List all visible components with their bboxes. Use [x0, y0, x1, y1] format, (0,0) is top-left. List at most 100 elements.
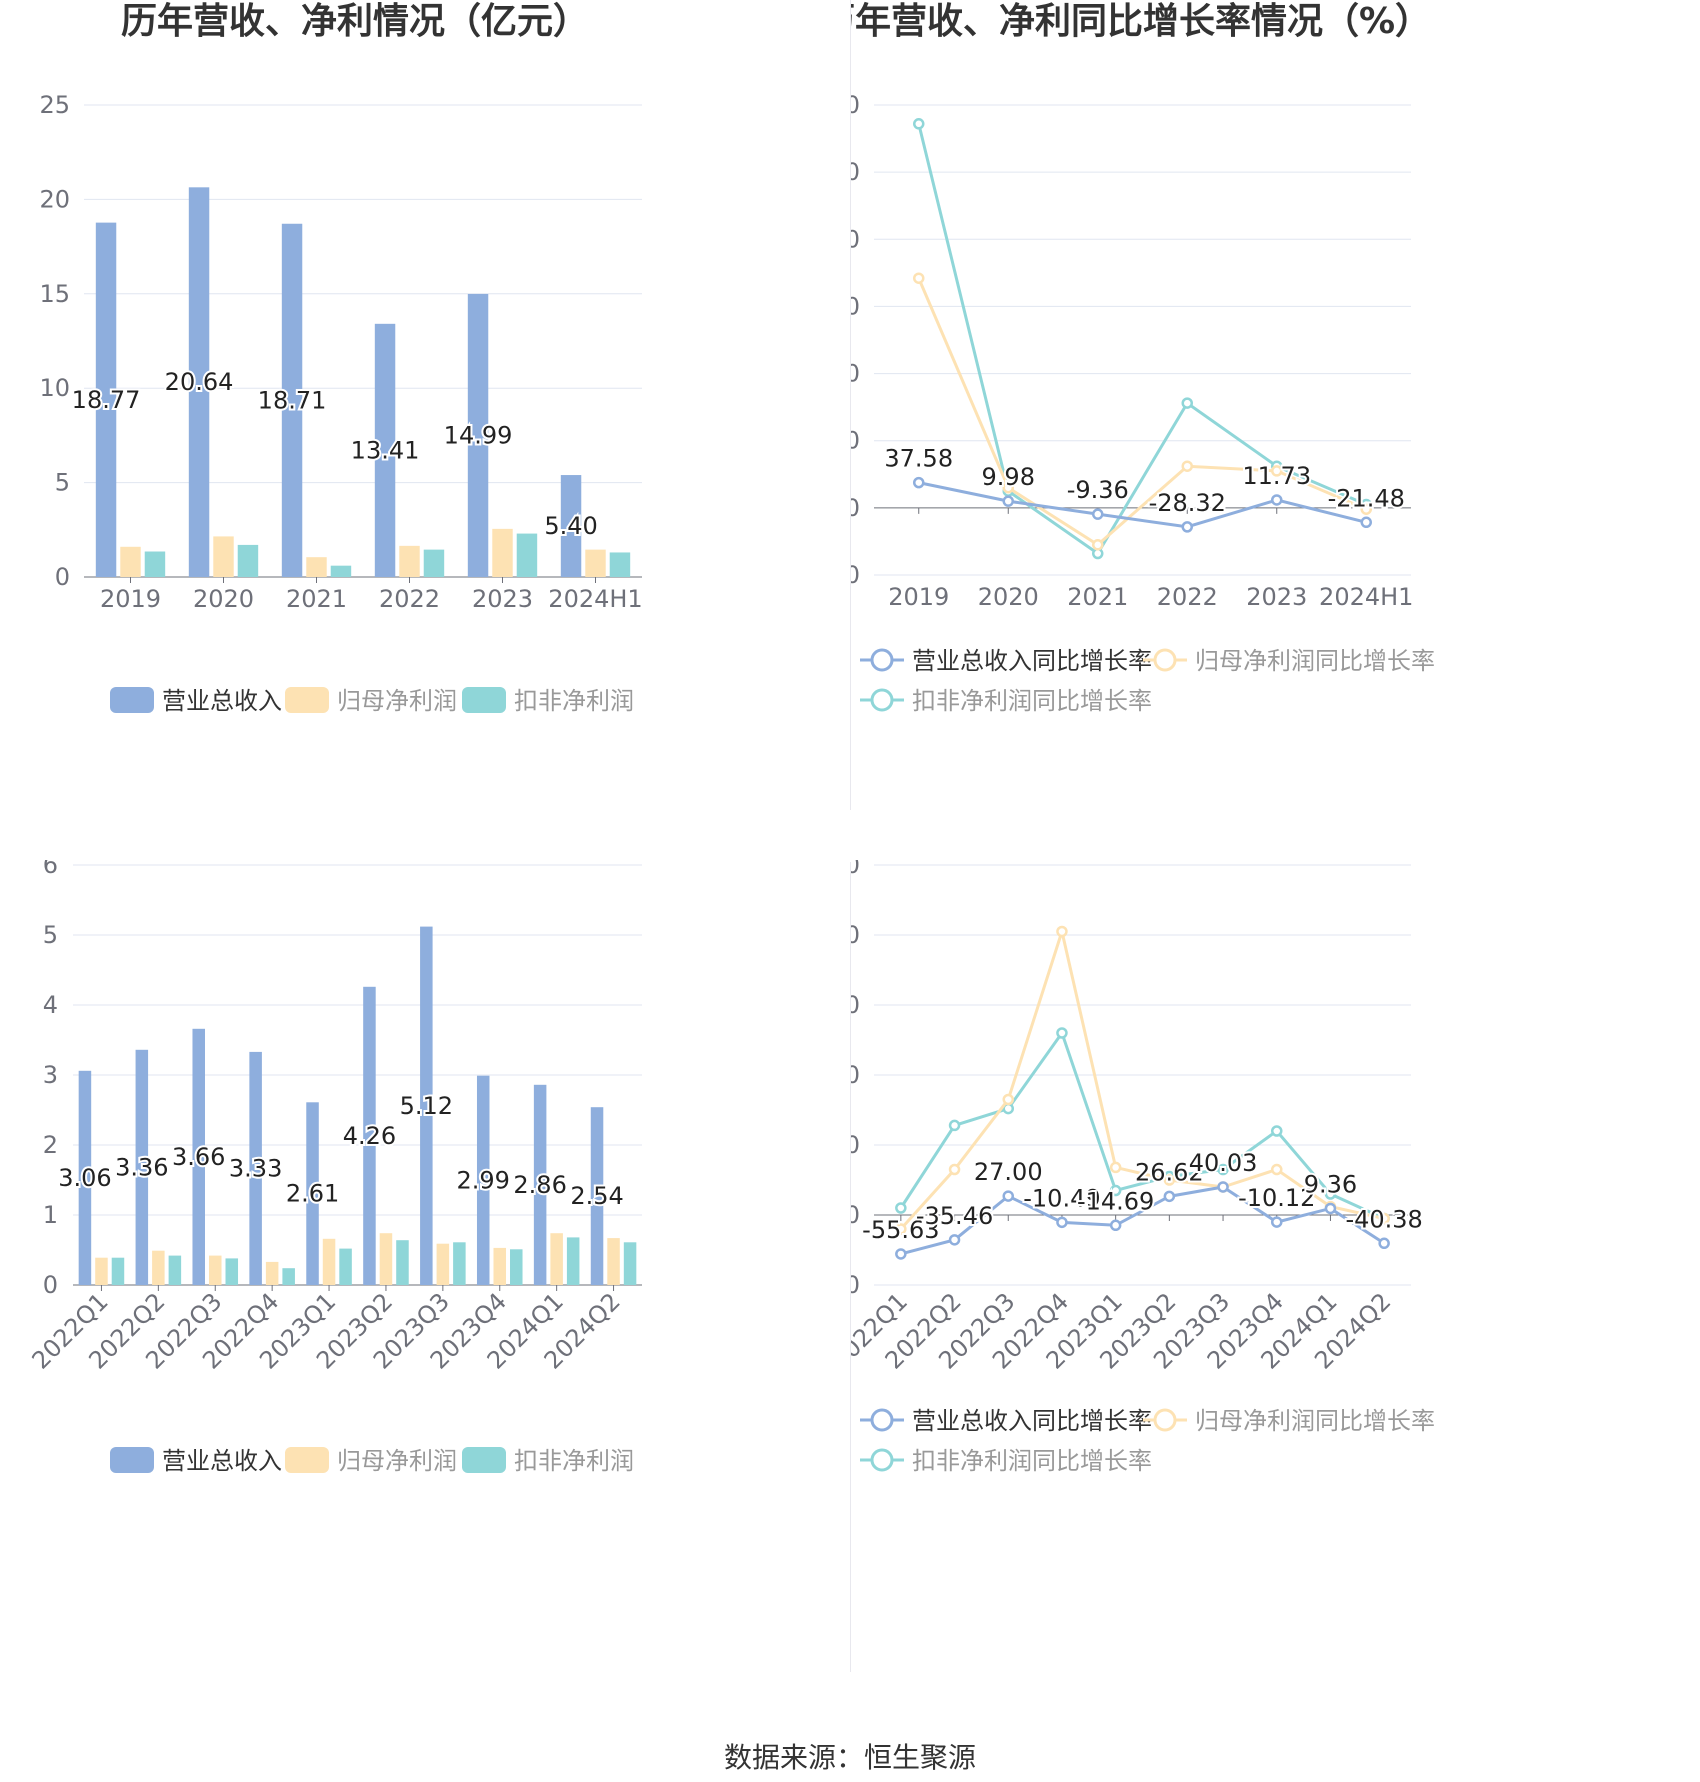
quarterly-amounts-svg: 营收、净利季度变动情况（亿元）01234562022Q12022Q22022Q3… [27, 860, 642, 1475]
legend-label: 扣非净利润同比增长率 [912, 687, 1152, 715]
bar-deducted-profit [225, 1258, 239, 1285]
x-tick-label: 2020 [193, 585, 254, 613]
y-tick-label: 25 [39, 91, 70, 119]
bar-revenue [192, 1028, 205, 1285]
bar-revenue [188, 187, 210, 577]
series-point-0 [948, 1234, 961, 1246]
line-data-label: -28.32 [1149, 489, 1226, 517]
y-tick-label: 200 [850, 360, 860, 388]
bar-net-profit [322, 1238, 336, 1285]
bar-revenue [420, 926, 433, 1285]
series-point-2 [1181, 397, 1193, 409]
y-tick-label: 300 [850, 292, 860, 320]
bar-revenue [374, 323, 396, 577]
x-tick-label: 2019 [100, 585, 161, 613]
bar-revenue [467, 293, 489, 577]
series-line-0 [918, 481, 1367, 529]
y-tick-label: 0 [55, 563, 70, 591]
y-tick-label: 20 [39, 185, 70, 213]
bar-net-profit [492, 528, 513, 577]
y-tick-label: 15 [39, 280, 70, 308]
bar-deducted-profit [282, 1268, 295, 1285]
series-point-0 [1002, 495, 1014, 507]
series-point-0 [1163, 1190, 1176, 1203]
bar-data-label: 3.66 [172, 1143, 225, 1171]
series-point-1 [1378, 1212, 1390, 1225]
bar-net-profit [493, 1247, 507, 1285]
series-point-1 [1002, 1093, 1014, 1106]
bar-revenue [363, 986, 376, 1285]
series-point-1 [948, 1163, 961, 1176]
legend-label: 归母净利润 [337, 1447, 457, 1475]
series-point-2 [1271, 1125, 1283, 1137]
x-tick-label: 2021 [286, 585, 347, 613]
y-tick-label: 0 [850, 494, 860, 522]
series-point-0 [1271, 1216, 1283, 1228]
series-point-0 [1271, 494, 1283, 506]
y-tick-label: -100 [850, 1271, 860, 1299]
line-data-label: -10.12 [1238, 1184, 1315, 1212]
series-point-1 [1163, 1174, 1176, 1186]
series-point-0 [1360, 516, 1372, 529]
legend-label: 归母净利润同比增长率 [1195, 647, 1435, 675]
line-data-label: -14.69 [1077, 1187, 1154, 1215]
bar-data-label: 2.61 [286, 1180, 339, 1208]
legend-swatch [285, 687, 329, 713]
legend-marker [870, 648, 894, 672]
line-data-label: -40.38 [1345, 1205, 1422, 1233]
line-data-label: 40.03 [1189, 1149, 1258, 1177]
bar-deducted-profit [396, 1240, 409, 1285]
series-point-0 [1092, 508, 1104, 520]
bar-data-label: 2.86 [513, 1171, 566, 1199]
y-tick-label: 4 [43, 991, 58, 1019]
legend-marker [870, 688, 894, 712]
bar-revenue [78, 1070, 92, 1285]
bar-deducted-profit [453, 1242, 466, 1285]
bar-net-profit [607, 1238, 620, 1285]
series-point-1 [1109, 1161, 1122, 1174]
line-data-label: -21.48 [1328, 484, 1405, 512]
bar-deducted-profit [609, 552, 631, 577]
bar-net-profit [213, 536, 234, 577]
series-point-1 [1181, 460, 1193, 472]
bar-revenue [95, 222, 117, 577]
bar-deducted-profit [168, 1255, 182, 1285]
y-tick-label: 5 [55, 469, 70, 497]
bar-revenue [590, 1107, 604, 1285]
bar-deducted-profit [339, 1248, 352, 1285]
legend-swatch [110, 1447, 154, 1473]
y-tick-label: 2 [43, 1131, 58, 1159]
legend-swatch [462, 1447, 506, 1473]
series-point-2 [1217, 1163, 1229, 1176]
bar-revenue [249, 1051, 262, 1285]
legend-marker [1153, 648, 1177, 672]
chart-title: 历年营收、净利情况（亿元） [121, 1, 589, 42]
bar-data-label: 5.40 [544, 512, 597, 540]
bar-data-label: 3.33 [229, 1154, 282, 1182]
bar-revenue [476, 1075, 490, 1285]
y-tick-label: 100 [850, 427, 860, 455]
x-tick-label: 2022 [1157, 583, 1218, 611]
line-data-label: 11.73 [1242, 462, 1311, 490]
quarterly-growth-chart: 营收、净利同比增长率季度变动情况（%）-10001002003004005002… [850, 860, 1700, 1720]
y-tick-label: 300 [850, 991, 860, 1019]
bar-net-profit [208, 1255, 222, 1285]
bar-data-label: 3.06 [58, 1164, 111, 1192]
bar-data-label: 13.41 [351, 436, 420, 464]
line-data-label: -9.36 [1067, 476, 1129, 504]
y-tick-label: 10 [39, 374, 70, 402]
chart-group: 历年营收、净利情况（亿元） 0 5 10 15 20 25 2019 2020 2021 2022 2… [39, 1, 642, 715]
bar-net-profit [585, 549, 606, 577]
series-point-1 [1271, 1163, 1283, 1176]
series-line-2 [899, 1029, 1385, 1220]
legend-label: 扣非净利润 [514, 687, 634, 715]
x-tick-label: 2020 [978, 583, 1039, 611]
series-point-0 [1378, 1237, 1390, 1250]
bar-net-profit [306, 557, 327, 577]
y-tick-label: 0 [43, 1271, 58, 1299]
series-point-0 [1181, 521, 1193, 533]
series-point-2 [913, 118, 925, 130]
bar-net-profit [152, 1250, 165, 1285]
series-point-1 [1271, 465, 1283, 477]
y-tick-label: 0 [850, 1201, 860, 1229]
